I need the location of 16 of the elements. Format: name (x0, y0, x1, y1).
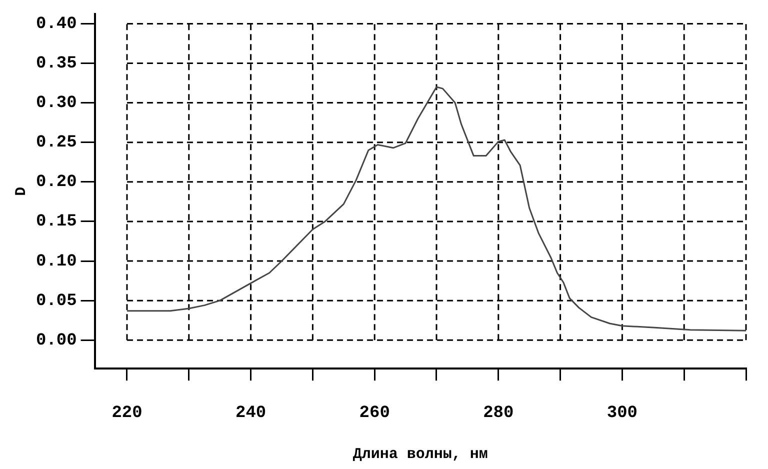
y-tick-label: 0.10 (36, 252, 77, 272)
x-tick-label: 260 (359, 404, 390, 424)
x-tick-label: 240 (235, 404, 266, 424)
y-tick-label: 0.25 (36, 134, 77, 153)
x-tick-label: 220 (112, 404, 142, 424)
y-axis-title: D (12, 186, 30, 196)
y-tick-label: 0.05 (36, 292, 77, 311)
y-tick-label: 0.40 (36, 14, 77, 34)
x-tick-label: 280 (483, 404, 514, 424)
x-tick-label: 300 (606, 404, 638, 424)
y-tick-label: 0.15 (36, 212, 77, 232)
x-axis-title: Длина волны, нм (352, 446, 488, 463)
y-tick-label: 0.35 (36, 54, 77, 74)
y-tick-label: 0.30 (36, 94, 77, 114)
y-tick-label: 0.00 (36, 331, 77, 350)
y-tick-label: 0.20 (36, 173, 77, 192)
